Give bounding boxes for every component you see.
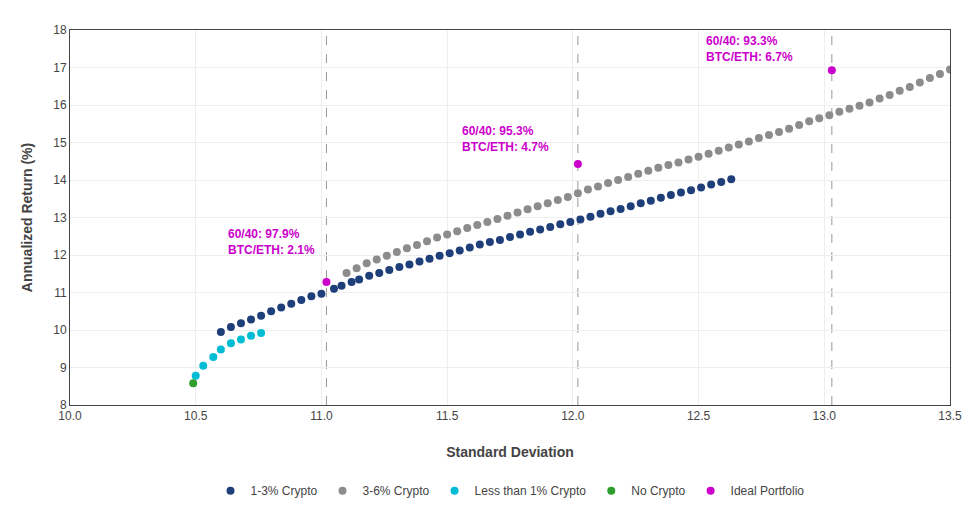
- svg-text:12: 12: [53, 248, 67, 262]
- svg-text:60/40: 97.9%BTC/ETH: 2.1%: 60/40: 97.9%BTC/ETH: 2.1%: [228, 227, 315, 257]
- svg-text:13.0: 13.0: [813, 409, 837, 423]
- svg-text:11: 11: [54, 286, 67, 300]
- svg-text:Ideal Portfolio: Ideal Portfolio: [731, 484, 805, 498]
- svg-text:11.5: 11.5: [436, 409, 459, 423]
- svg-text:9: 9: [60, 361, 67, 375]
- svg-text:Less than 1% Crypto: Less than 1% Crypto: [475, 484, 587, 498]
- svg-text:60/40: 95.3%BTC/ETH: 4.7%: 60/40: 95.3%BTC/ETH: 4.7%: [462, 124, 549, 154]
- svg-text:3-6% Crypto: 3-6% Crypto: [363, 484, 430, 498]
- svg-text:Standard Deviation: Standard Deviation: [446, 444, 574, 460]
- svg-text:12.5: 12.5: [687, 409, 711, 423]
- svg-text:10: 10: [53, 323, 67, 337]
- svg-text:Annualized Return (%): Annualized Return (%): [19, 143, 35, 292]
- svg-text:10.0: 10.0: [58, 409, 82, 423]
- svg-text:11.0: 11.0: [310, 409, 333, 423]
- svg-text:16: 16: [53, 98, 67, 112]
- svg-text:14: 14: [53, 173, 67, 187]
- svg-text:15: 15: [53, 136, 67, 150]
- svg-text:8: 8: [60, 398, 67, 412]
- svg-text:1-3% Crypto: 1-3% Crypto: [251, 484, 318, 498]
- svg-text:No Crypto: No Crypto: [631, 484, 685, 498]
- svg-text:12.0: 12.0: [561, 409, 585, 423]
- svg-text:13.5: 13.5: [938, 409, 962, 423]
- svg-text:13: 13: [53, 211, 67, 225]
- svg-text:17: 17: [53, 61, 67, 75]
- svg-text:10.5: 10.5: [184, 409, 208, 423]
- svg-text:18: 18: [53, 23, 67, 37]
- svg-text:60/40: 93.3%BTC/ETH: 6.7%: 60/40: 93.3%BTC/ETH: 6.7%: [706, 34, 793, 64]
